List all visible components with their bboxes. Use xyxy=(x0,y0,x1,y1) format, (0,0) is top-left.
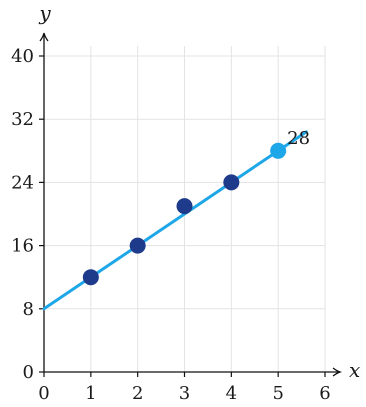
x-axis-title: x xyxy=(349,358,360,382)
y-tick-label: 32 xyxy=(11,109,34,130)
x-tick-label: 2 xyxy=(132,383,143,404)
x-tick-label: 3 xyxy=(179,383,190,404)
x-tick-label: 4 xyxy=(226,383,237,404)
y-tick-label: 24 xyxy=(11,172,34,193)
x-tick-label: 6 xyxy=(319,383,330,404)
grid xyxy=(44,46,326,372)
x-tick-label: 5 xyxy=(272,383,283,404)
data-point xyxy=(223,174,240,191)
data-point xyxy=(82,269,99,286)
data-point xyxy=(176,198,193,215)
data-points xyxy=(82,142,287,286)
y-tick-label: 8 xyxy=(23,299,34,320)
data-point xyxy=(129,237,146,254)
y-tick-label: 40 xyxy=(11,46,34,67)
y-tick-label: 0 xyxy=(23,362,34,383)
y-tick-label: 16 xyxy=(11,236,34,257)
axes xyxy=(39,32,343,377)
y-axis-title: y xyxy=(38,1,51,25)
trend-line-layer xyxy=(42,130,308,311)
highlighted-data-point xyxy=(270,142,287,159)
x-axis-arrow xyxy=(332,367,343,377)
y-axis-arrow xyxy=(39,32,49,42)
data-label: 28 xyxy=(287,128,310,149)
x-tick-label: 0 xyxy=(38,383,49,404)
x-tick-label: 1 xyxy=(85,383,96,404)
trend-line xyxy=(42,130,308,311)
labels: 0 1 2 3 4 5 6 0 8 16 24 32 40 28 xyxy=(11,46,331,404)
